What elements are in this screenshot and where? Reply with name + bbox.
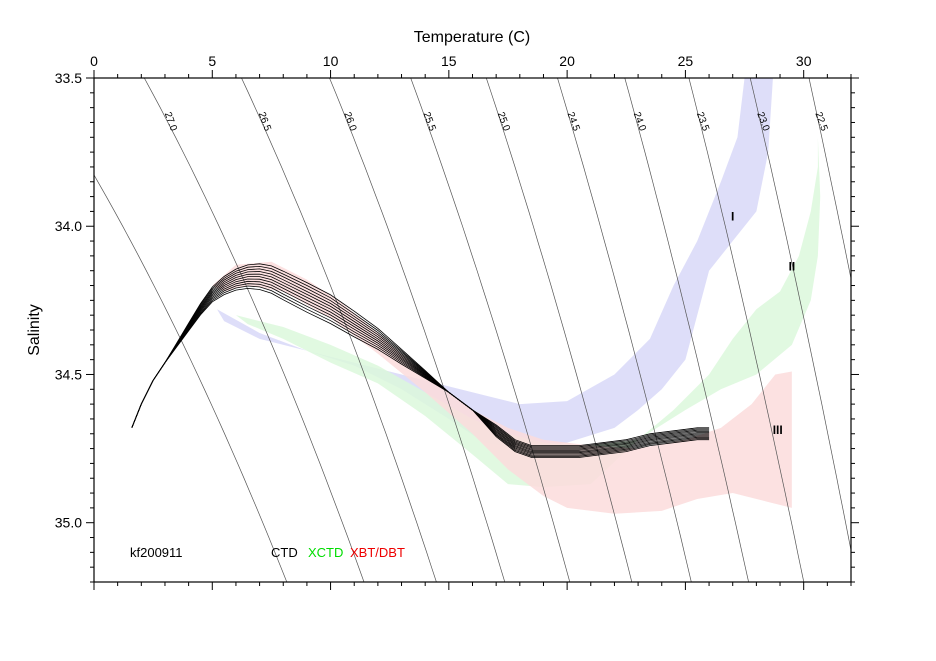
contour-line-25.0 — [485, 78, 633, 582]
contour-line-27.5 — [94, 174, 288, 582]
axis-ticks — [86, 70, 859, 590]
contour-label-27.0: 27.0 — [162, 111, 179, 133]
x-axis-title: Temperature (C) — [414, 29, 530, 46]
y-tick-label-35.0: 35.0 — [55, 515, 82, 531]
x-tick-label-15: 15 — [441, 53, 457, 69]
y-tick-label-33.5: 33.5 — [55, 70, 82, 86]
contour-line-25.5 — [410, 78, 571, 582]
x-tick-label-20: 20 — [559, 53, 575, 69]
contour-label-26.0: 26.0 — [341, 111, 358, 133]
contour-line-24.0 — [624, 78, 749, 582]
region-label-III: III — [773, 423, 783, 437]
contour-line-21.5 — [915, 48, 936, 611]
contour-label-24.5: 24.5 — [565, 111, 582, 133]
legend-ctd: CTD — [271, 545, 298, 560]
water-mass-regions — [212, 78, 821, 514]
region-label-I: I — [731, 209, 734, 223]
ctd-profile-7 — [131, 278, 710, 454]
contour-line-26.0 — [329, 78, 506, 582]
x-tick-label-0: 0 — [90, 53, 98, 69]
ctd-profiles — [131, 263, 710, 458]
ctd-profile-9 — [131, 283, 710, 456]
legend-xbt-dbt: XBT/DBT — [350, 545, 405, 560]
x-tick-label-25: 25 — [678, 53, 694, 69]
contour-line-23.5 — [688, 78, 805, 582]
ctd-profile-4 — [131, 271, 710, 450]
region-label-II: II — [789, 260, 796, 274]
legend: CTD XCTD XBT/DBT — [271, 545, 405, 560]
contour-line-26.5 — [241, 78, 437, 582]
region-1-area — [217, 78, 773, 449]
contour-label-25.0: 25.0 — [495, 111, 512, 133]
ctd-profile-3 — [131, 268, 710, 449]
ctd-profile-2 — [131, 265, 710, 448]
ctd-profile-10 — [131, 285, 710, 457]
density-contour-labels: 27.0 26.5 26.0 25.5 25.0 24.5 24.0 23.5 23.0 22.5 — [162, 111, 830, 133]
density-contours — [94, 48, 936, 611]
contour-line-24.5 — [557, 78, 692, 582]
y-tick-label-34.5: 34.5 — [55, 367, 82, 383]
contour-label-22.5: 22.5 — [812, 111, 829, 133]
ctd-profile-6 — [131, 276, 710, 452]
contour-label-26.5: 26.5 — [256, 111, 273, 133]
region-3-area — [212, 261, 792, 514]
contour-label-25.5: 25.5 — [421, 111, 438, 133]
ctd-profile-5 — [131, 273, 710, 451]
contour-line-22.0 — [860, 48, 936, 611]
y-axis-title: Salinity — [26, 304, 43, 356]
y-tick-label-34.0: 34.0 — [55, 218, 82, 234]
ctd-profile-8 — [131, 280, 710, 455]
contour-line-27.0 — [143, 78, 365, 582]
ctd-profile-11 — [131, 287, 710, 458]
contour-label-23.5: 23.5 — [694, 111, 711, 133]
station-label: kf200911 — [130, 545, 183, 560]
x-tick-label-10: 10 — [323, 53, 339, 69]
ctd-profile-1 — [131, 263, 710, 446]
x-tick-label-5: 5 — [208, 53, 216, 69]
contour-line-23.0 — [749, 78, 851, 553]
contour-label-24.0: 24.0 — [631, 111, 648, 133]
x-tick-label-30: 30 — [796, 53, 812, 69]
contour-line-22.5 — [808, 78, 851, 281]
legend-xctd: XCTD — [308, 545, 343, 560]
axis-tick-labels: 0 5 10 15 20 25 30 33.5 34.0 34.5 35.0 — [55, 53, 812, 531]
